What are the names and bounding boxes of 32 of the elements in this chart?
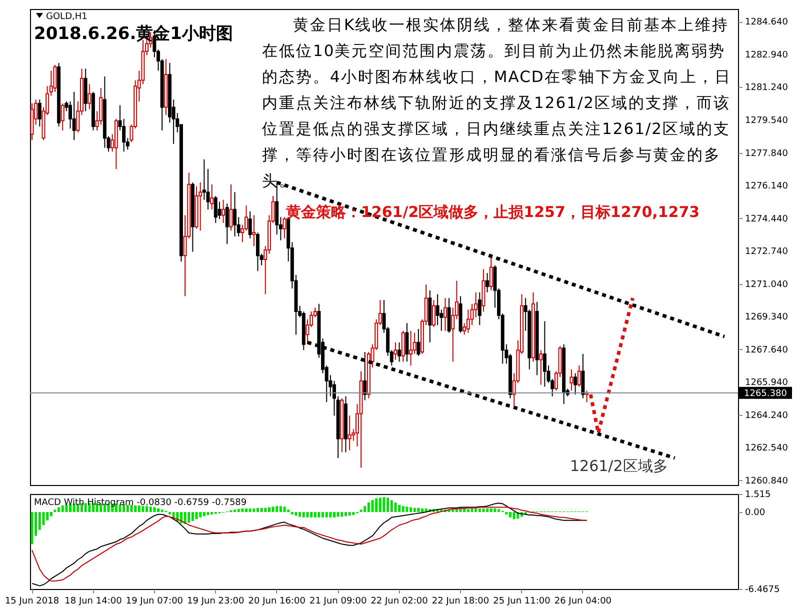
annotation: 黄金日K线收一根实体阴线，整体来看黄金目前基本上维持在低位10美元空间范围内震荡。到目前为止仍然未能脱离弱势的态势。4小时图布林线收口，MACD在零轴下方金叉向上，日内重点关注布林线下轨附近的支撑及1261/2区域的支撑，而该位置是低点的强支撑区域，日内继续重点关注1261/2区域的支撑，等待小时图在该位置形成明显的看涨信号后参与黄金的多头。 [262, 15, 732, 192]
y-tick-label: 1271.040 [745, 280, 788, 290]
y-tick-label: 1265.940 [745, 378, 788, 388]
y-tick-label: 1282.940 [745, 50, 788, 60]
x-tick-label: 15 Jun 2018 [4, 596, 60, 606]
y-tick-label: 0.00 [745, 508, 766, 518]
x-tick-label: 20 Jun 16:00 [248, 596, 306, 606]
ref-line-label: 1265.380 [744, 388, 788, 399]
y-tick-label: 1281.240 [745, 83, 788, 94]
y-tick-label: 1267.640 [745, 345, 788, 356]
x-tick-label: 19 Jun 07:00 [126, 596, 184, 606]
y-tick-label: 1262.540 [745, 444, 788, 454]
y-tick-label: 1264.240 [745, 410, 788, 421]
x-tick-label: 22 Jun 02:00 [370, 596, 428, 606]
chart-subtitle: GOLD,H1 [46, 12, 88, 22]
x-tick-label: 25 Jun 11:00 [493, 596, 551, 606]
y-tick-label: 1272.740 [745, 247, 788, 258]
x-tick-label: 22 Jun 18:00 [432, 596, 490, 606]
y-tick-label: 1274.440 [745, 214, 788, 224]
y-tick-label: 1276.140 [745, 182, 788, 192]
x-tick-label: 21 Jun 09:00 [309, 596, 367, 606]
x-tick-label: 18 Jun 14:00 [64, 596, 122, 606]
y-tick-label: -6.4675 [745, 585, 780, 595]
x-tick-label: 19 Jun 23:00 [187, 596, 245, 606]
y-tick-label: 1269.340 [745, 312, 788, 323]
y-tick-label: 1260.840 [745, 476, 788, 486]
y-tick-label: 1277.840 [745, 148, 788, 159]
y-tick-label: 1284.640 [745, 18, 788, 28]
y-tick-label: 1.515 [745, 490, 771, 500]
y-tick-label: 1279.540 [745, 116, 788, 126]
x-tick-label: 26 Jun 04:00 [554, 596, 612, 606]
annotation: 1261/2区域多 [570, 457, 668, 476]
